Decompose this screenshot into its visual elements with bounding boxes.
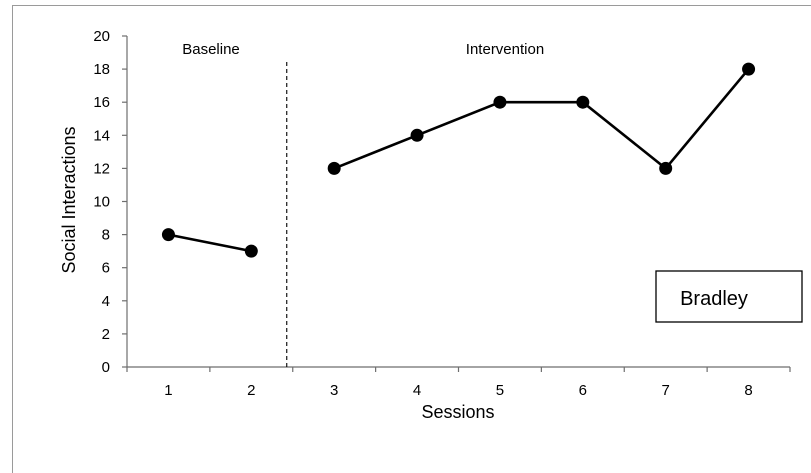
- series-line-baseline: [168, 233, 252, 253]
- legend-box-border: [655, 270, 803, 323]
- x-tick-label: 3: [330, 382, 338, 399]
- data-point: [410, 128, 424, 142]
- data-point: [493, 95, 507, 109]
- y-tick-label: 10: [93, 194, 110, 211]
- series-line-intervention: [333, 68, 750, 171]
- data-series: [161, 62, 756, 258]
- y-tick-label: 16: [93, 94, 110, 111]
- legend-box: Bradley: [655, 270, 803, 323]
- y-tick-label: 4: [102, 293, 110, 310]
- x-tick-label: 7: [662, 382, 670, 399]
- data-point: [161, 228, 175, 242]
- y-ticks: 0 2 4 6 8 10 12 14 16 18 20: [93, 28, 127, 376]
- data-point: [576, 95, 590, 109]
- data-point: [659, 161, 673, 175]
- y-tick-label: 12: [93, 160, 110, 177]
- x-tick-label: 5: [496, 382, 504, 399]
- x-axis-title: Sessions: [421, 402, 494, 422]
- legend-box-label: Bradley: [680, 288, 748, 310]
- y-tick-label: 2: [102, 326, 110, 343]
- data-point: [742, 62, 756, 76]
- x-tick-label: 2: [247, 382, 255, 399]
- x-tick-label: 8: [744, 382, 752, 399]
- x-ticks: 1 2 3 4 5 6 7 8: [126, 367, 791, 399]
- chart-frame: [12, 5, 811, 473]
- x-tick-label: 6: [579, 382, 587, 399]
- y-tick-label: 8: [102, 227, 110, 244]
- phase-label-baseline: Baseline: [182, 41, 240, 58]
- x-tick-label: 4: [413, 382, 421, 399]
- y-tick-label: 14: [93, 127, 110, 144]
- x-tick-label: 1: [164, 382, 172, 399]
- y-axis-title: Social Interactions: [59, 126, 79, 273]
- phase-label-intervention: Intervention: [466, 41, 544, 58]
- y-tick-label: 0: [102, 359, 110, 376]
- data-point: [327, 161, 341, 175]
- y-tick-label: 18: [93, 61, 110, 78]
- y-tick-label: 6: [102, 260, 110, 277]
- data-point: [244, 244, 258, 258]
- y-tick-label: 20: [93, 28, 110, 45]
